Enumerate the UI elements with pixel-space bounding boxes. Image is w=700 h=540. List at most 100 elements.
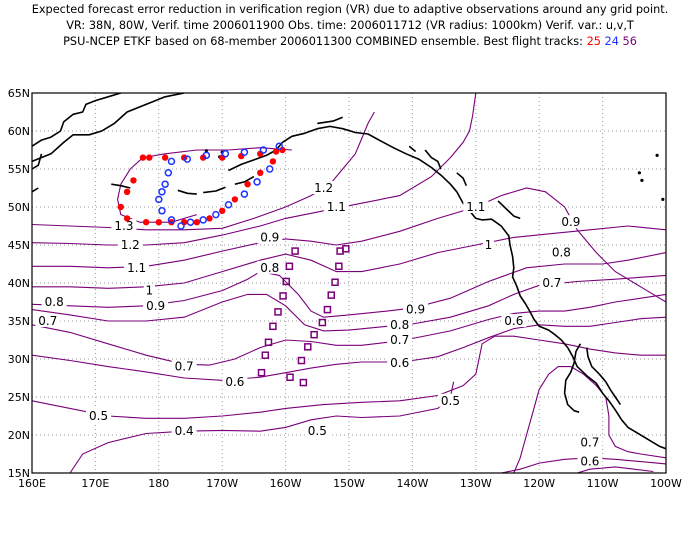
contour-label: 0.8: [552, 246, 571, 260]
x-tick-label: 140W: [396, 477, 428, 490]
coastline-segment: [32, 93, 122, 147]
contour-label: 1.1: [466, 200, 485, 214]
track-56-point: [299, 378, 308, 387]
track-24-point: [161, 180, 169, 188]
title-line-2: VR: 38N, 80W, Verif. time 2006011900 Obs…: [66, 19, 634, 32]
y-tick-label: 55N: [8, 163, 30, 176]
track-24-point: [183, 155, 192, 163]
coastline-segment: [32, 93, 185, 163]
y-tick-label: 25N: [8, 391, 30, 404]
contour-label-bg: [124, 260, 150, 274]
title-line-3: PSU-NCEP ETKF based on 68-member 2006011…: [0, 34, 700, 50]
coastline-segment: [408, 145, 417, 153]
track-25-point: [257, 169, 264, 176]
track-25-point: [161, 154, 169, 161]
track-24-point: [164, 169, 173, 177]
contour-label: 0.8: [390, 318, 409, 332]
contour-line: [32, 316, 666, 381]
contour-label: 0.9: [406, 303, 425, 317]
contour-label-bg: [387, 317, 413, 331]
contour-label: 1.2: [121, 238, 140, 252]
y-tick-label: 35N: [8, 315, 30, 328]
contour-label-bg: [143, 283, 155, 297]
track-56-point: [274, 308, 282, 316]
island-mark: [661, 197, 665, 201]
contour-label-bg: [387, 355, 413, 369]
contour-label-bg: [403, 302, 429, 316]
contour-label-bg: [463, 200, 489, 213]
track-24-point: [221, 150, 230, 158]
track-56-point: [279, 292, 287, 300]
track-24-point: [224, 200, 233, 209]
contour-label: 1: [485, 238, 493, 252]
track-24-point: [177, 222, 185, 230]
track-56-point: [318, 318, 327, 327]
island-mark: [655, 153, 659, 157]
track-25-point: [123, 215, 131, 222]
track-label-56: 56: [622, 35, 637, 48]
coastline-segment: [456, 172, 468, 187]
x-tick-label: 160W: [270, 477, 302, 490]
contour-label-bg: [577, 435, 603, 449]
contour-label: 0.9: [146, 299, 165, 313]
track-24-point: [158, 188, 166, 196]
track-56-point: [285, 262, 294, 271]
contour-line: [513, 366, 666, 473]
contour-label-bg: [501, 314, 527, 327]
island-mark: [640, 178, 644, 182]
coastline-segment: [203, 186, 226, 194]
track-24-point: [199, 216, 207, 224]
track-24-point: [155, 195, 163, 204]
track-25-point: [269, 158, 277, 165]
contour-label: 0.7: [390, 333, 409, 347]
contour-label: 0.8: [260, 261, 279, 275]
track-24-point: [266, 165, 274, 173]
title-line-3-prefix: PSU-NCEP ETKF based on 68-member 2006011…: [63, 35, 583, 48]
contour-label: 0.7: [38, 314, 57, 328]
contour-label: 1.3: [114, 219, 133, 233]
y-tick-label: 65N: [8, 87, 30, 100]
contour-label: 0.7: [175, 360, 194, 374]
contour-label-bg: [577, 454, 603, 468]
track-56-point: [282, 277, 290, 286]
coastline-segment: [234, 175, 255, 185]
coastline-segment: [228, 125, 666, 450]
track-25-point: [231, 196, 239, 203]
graticule: [32, 93, 666, 473]
contour-labels: 1.31.21.110.90.80.70.70.60.50.4 0.51.21.1…: [35, 181, 603, 469]
island-mark: [204, 149, 208, 153]
contour-label-bg: [482, 238, 494, 251]
track-56-point: [342, 245, 350, 253]
track-24-point: [202, 151, 211, 160]
x-tick-label: 170W: [206, 477, 238, 490]
axis-ticks: 160E 170E 180 170W 160W 150W 140W 130W 120W 110W 1…: [8, 87, 682, 490]
contour-label-bg: [171, 359, 197, 373]
plot-frame: [31, 92, 667, 474]
track-25-point: [142, 219, 150, 226]
track-24-point: [253, 178, 261, 186]
coastline-segment: [32, 187, 39, 193]
contour-line: [501, 457, 666, 473]
track-25-point: [155, 219, 162, 226]
track-24-point: [212, 210, 220, 219]
x-tick-label: 160E: [18, 477, 46, 490]
x-tick-label: 100W: [650, 477, 682, 490]
track-25-point: [199, 154, 207, 161]
coastline-segment: [317, 116, 343, 125]
contour-label-bg: [437, 393, 463, 407]
contour-label-bg: [41, 295, 67, 308]
track-24-point: [186, 218, 195, 226]
y-tick-label: 15N: [8, 467, 30, 480]
track-56-point: [323, 305, 332, 314]
contour-label-bg: [548, 245, 574, 259]
contour-label-bg: [35, 314, 61, 327]
contour-label: 1.2: [314, 181, 333, 195]
track-24-point: [275, 142, 284, 150]
track-24-point: [259, 146, 268, 154]
contour-line: [69, 381, 455, 473]
track-25-point: [130, 177, 137, 184]
track-24-point: [167, 157, 176, 166]
coastline-segment: [32, 153, 43, 170]
contour-label: 0.7: [542, 276, 561, 290]
